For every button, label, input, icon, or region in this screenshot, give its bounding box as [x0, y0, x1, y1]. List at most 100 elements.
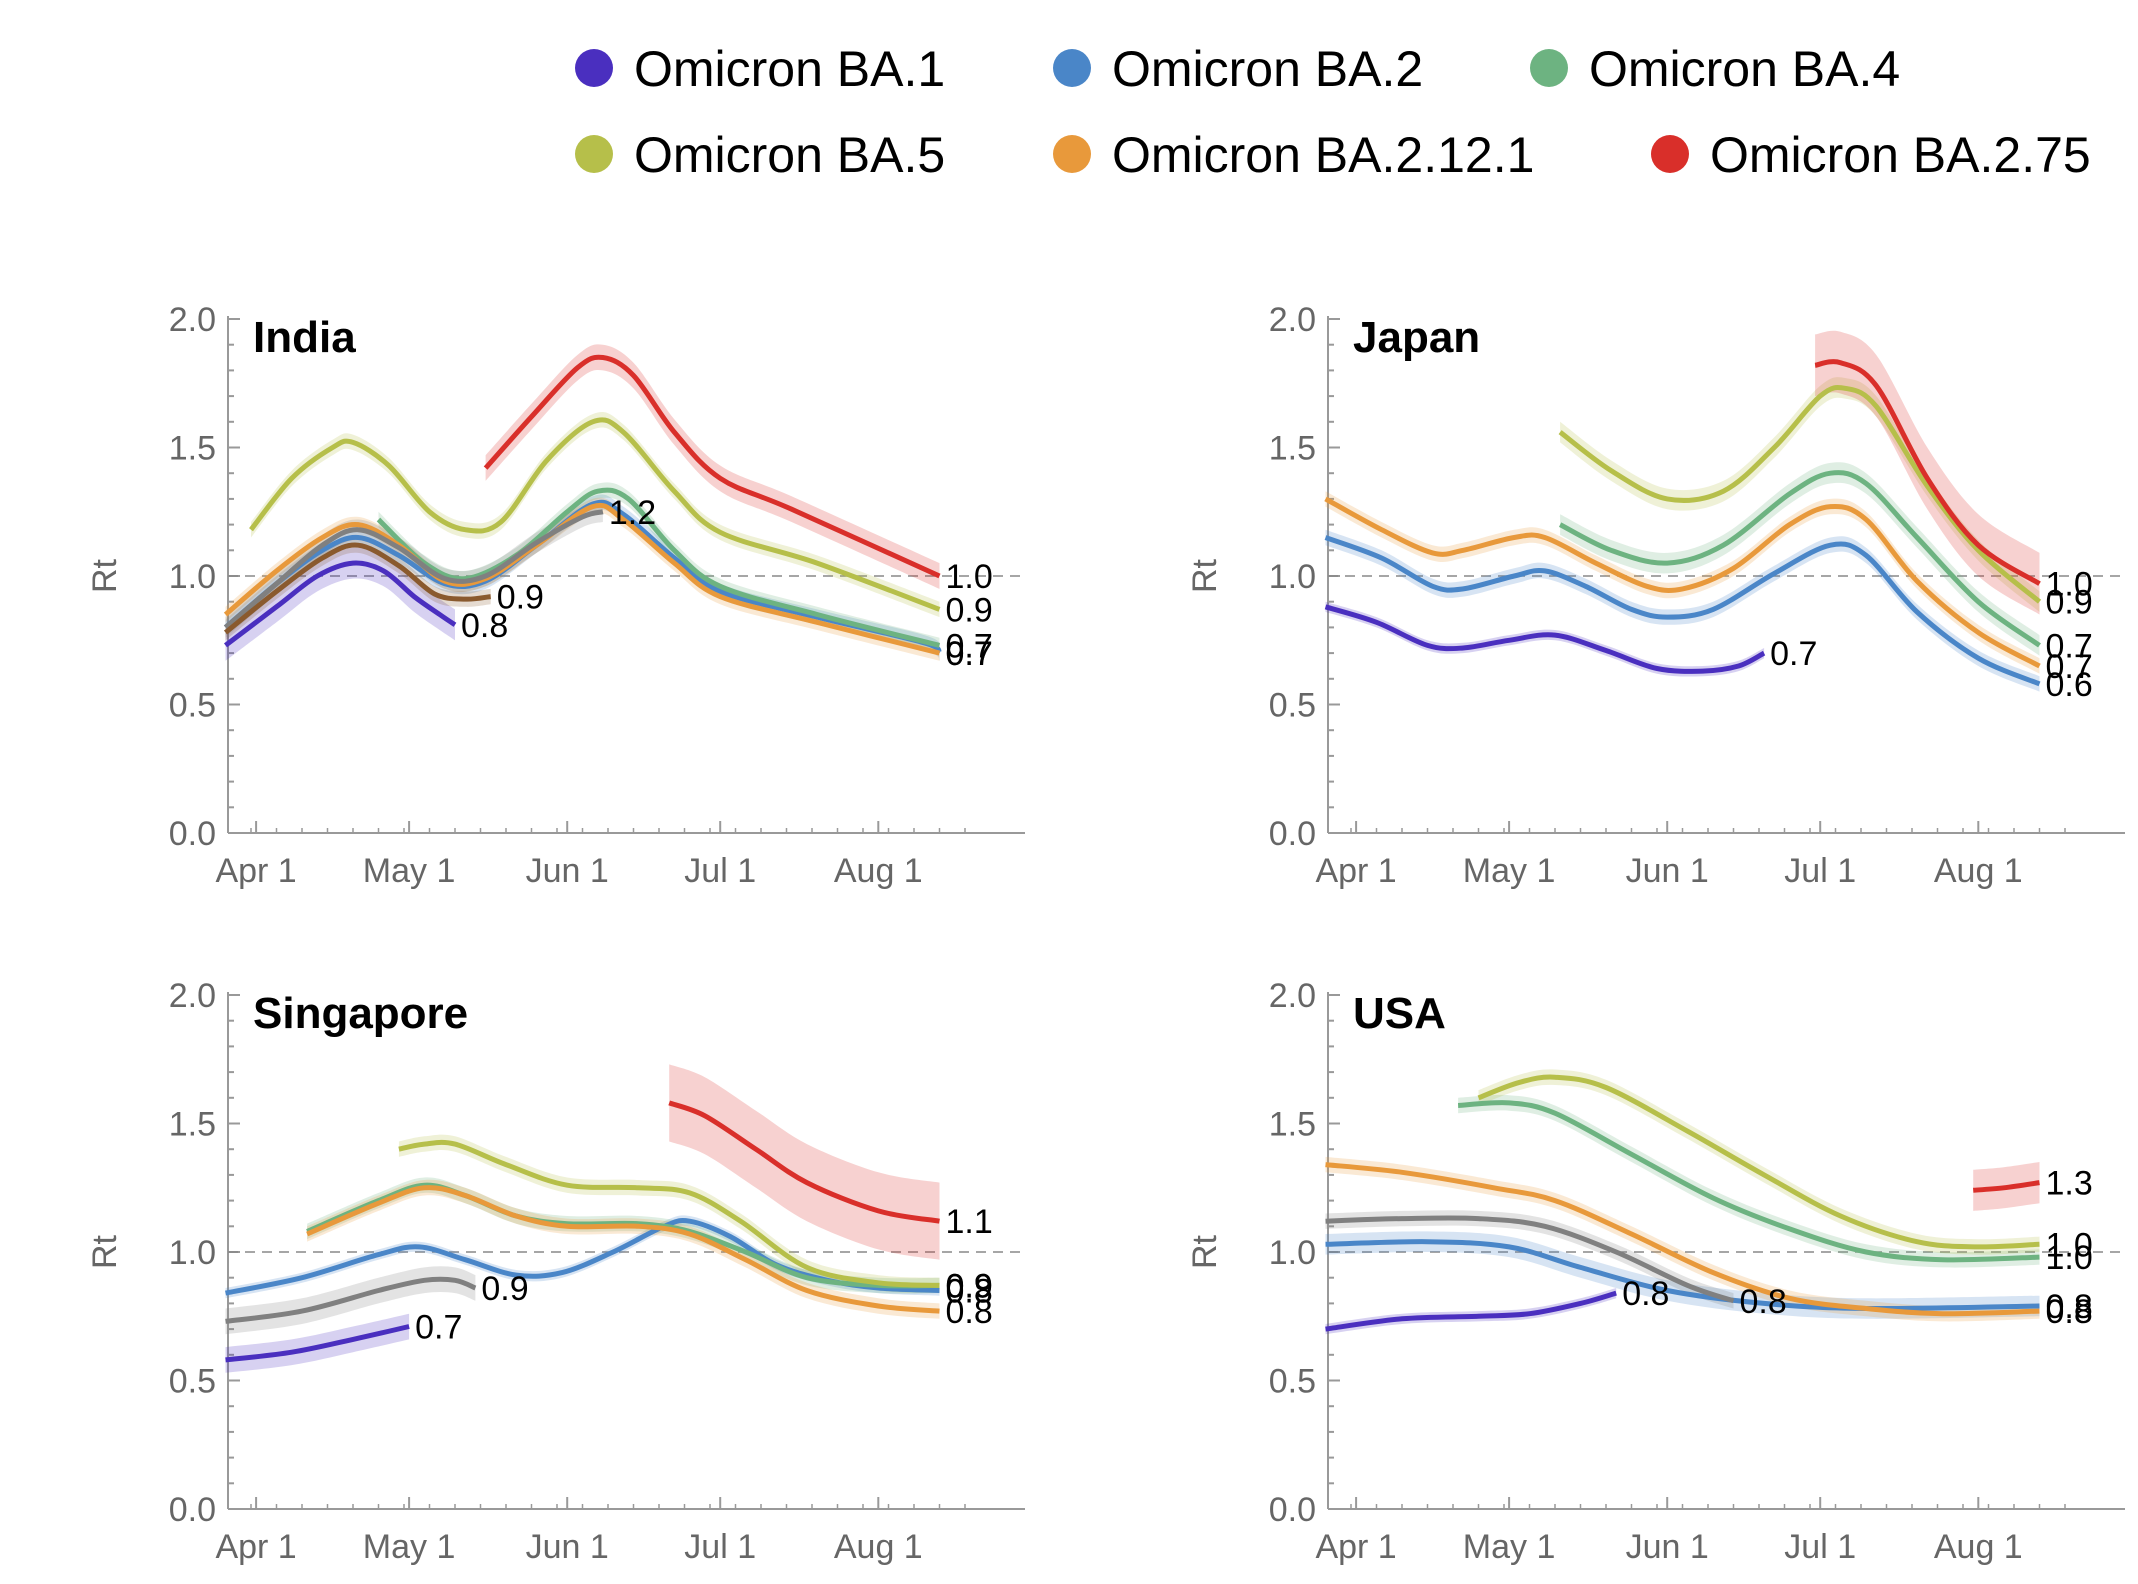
- confidence-band: [1325, 529, 2040, 692]
- confidence-band: [307, 1179, 940, 1319]
- x-tick-label: Jun 1: [526, 852, 609, 890]
- y-axis-title: Rt: [1186, 1234, 1224, 1269]
- end-value-label: 0.8: [2046, 1288, 2093, 1326]
- end-value-label: 0.6: [2046, 666, 2093, 704]
- x-tick-label: Aug 1: [834, 1528, 923, 1566]
- end-value-label: 0.8: [461, 607, 508, 645]
- series-line: [249, 417, 941, 612]
- y-tick-label: 1.5: [169, 1106, 216, 1144]
- y-tick-label: 0.5: [1269, 1363, 1316, 1401]
- series-line: [1324, 535, 2041, 687]
- series-line: [223, 542, 491, 635]
- y-tick-label: 1.0: [1269, 558, 1316, 596]
- series-line: [668, 1100, 940, 1224]
- y-tick-label: 0.0: [169, 815, 216, 853]
- series-line: [1558, 384, 2042, 604]
- end-value-label: 1.1: [946, 1203, 993, 1241]
- legend-item: Omicron BA.5: [575, 127, 945, 183]
- panel-japan: 0.0 0.5 1.0 1.5 2.0 Apr 1 May 1 Jun 1 Jul 1 Aug 1…: [1186, 301, 2125, 890]
- legend-item: Omicron BA.4: [1530, 41, 1900, 97]
- x-tick-label: Jul 1: [1784, 852, 1856, 890]
- legend-label: Omicron BA.2.75: [1710, 127, 2091, 183]
- y-tick-label: 1.5: [1269, 430, 1316, 468]
- x-tick-label: Apr 1: [1315, 1528, 1396, 1566]
- end-value-label: 0.8: [946, 1293, 993, 1331]
- end-value-label: 0.9: [946, 1267, 993, 1305]
- series-line: [376, 487, 941, 648]
- panel-title: Singapore: [253, 989, 468, 1038]
- x-tick-label: Jul 1: [684, 852, 756, 890]
- end-value-label: 0.7: [946, 635, 993, 673]
- end-value-label: 0.9: [2046, 584, 2093, 622]
- panel-singapore: 0.0 0.5 1.0 1.5 2.0 Apr 1 May 1 Jun 1 Jul 1 Aug 1…: [86, 977, 1025, 1566]
- x-tick-label: May 1: [1463, 1528, 1556, 1566]
- y-tick-label: 0.5: [169, 687, 216, 725]
- legend-item: Omicron BA.2.12.1: [1053, 127, 1534, 183]
- legend-item: Omicron BA.1: [575, 41, 945, 97]
- y-axis-title: Rt: [86, 1234, 124, 1269]
- legend-label: Omicron BA.2: [1112, 41, 1423, 97]
- y-tick-label: 2.0: [1269, 977, 1316, 1015]
- confidence-band: [1325, 1288, 1617, 1335]
- x-tick-label: May 1: [363, 852, 456, 890]
- confidence-band: [485, 344, 940, 589]
- series-line: [225, 1276, 477, 1324]
- legend-label: Omicron BA.1: [634, 41, 945, 97]
- end-value-label: 0.7: [946, 627, 993, 665]
- end-value-label: 1.0: [2046, 566, 2093, 604]
- y-tick-label: 2.0: [169, 301, 216, 339]
- x-tick-label: May 1: [1463, 852, 1556, 890]
- confidence-band: [1325, 1231, 2040, 1319]
- end-value-label: 1.0: [946, 558, 993, 596]
- end-value-label: 0.9: [497, 579, 544, 617]
- x-tick-label: Aug 1: [1934, 1528, 2023, 1566]
- legend-swatch: [1053, 49, 1091, 87]
- legend-swatch: [1053, 135, 1091, 173]
- x-tick-label: Jun 1: [1626, 852, 1709, 890]
- legend-label: Omicron BA.4: [1589, 41, 1900, 97]
- series-line: [1325, 1290, 1617, 1332]
- end-value-label: 0.7: [1770, 635, 1817, 673]
- y-tick-label: 0.0: [1269, 815, 1316, 853]
- legend-swatch: [575, 135, 613, 173]
- series-line: [398, 1139, 940, 1288]
- confidence-band: [1325, 491, 2040, 674]
- end-value-label: 0.8: [946, 1273, 993, 1311]
- end-value-label: 0.7: [946, 635, 993, 673]
- series-line: [1973, 1180, 2040, 1193]
- end-value-label: 0.9: [946, 591, 993, 629]
- panel-usa: 0.0 0.5 1.0 1.5 2.0 Apr 1 May 1 Jun 1 Jul 1 Aug 1…: [1186, 977, 2125, 1566]
- series-line: [223, 509, 604, 630]
- x-tick-label: Aug 1: [834, 852, 923, 890]
- legend-item: Omicron BA.2: [1053, 41, 1423, 97]
- y-tick-label: 2.0: [169, 977, 216, 1015]
- end-value-label: 0.7: [2046, 627, 2093, 665]
- panel-title: USA: [1353, 989, 1446, 1038]
- panel-india: 0.0 0.5 1.0 1.5 2.0 Apr 1 May 1 Jun 1 Jul 1 Aug 1…: [86, 301, 1025, 890]
- confidence-band: [225, 547, 455, 661]
- x-tick-label: Jul 1: [1784, 1528, 1856, 1566]
- confidence-band: [1325, 601, 1765, 677]
- legend-swatch: [1651, 135, 1689, 173]
- x-tick-label: Jun 1: [526, 1528, 609, 1566]
- legend-item: Omicron BA.2.75: [1651, 127, 2091, 183]
- legend-swatch: [575, 49, 613, 87]
- end-value-label: 1.2: [609, 494, 656, 532]
- x-tick-label: Apr 1: [1315, 852, 1396, 890]
- legend-label: Omicron BA.2.12.1: [1112, 127, 1534, 183]
- end-value-label: 1.0: [2046, 1239, 2093, 1277]
- series-line: [306, 1182, 940, 1289]
- end-value-label: 0.7: [2046, 648, 2093, 686]
- panel-title: India: [253, 313, 356, 362]
- series-line: [1324, 496, 2041, 669]
- y-tick-label: 0.0: [169, 1491, 216, 1529]
- y-tick-label: 1.0: [169, 558, 216, 596]
- y-tick-label: 1.5: [169, 430, 216, 468]
- x-tick-label: Jun 1: [1626, 1528, 1709, 1566]
- legend-label: Omicron BA.5: [634, 127, 945, 183]
- y-tick-label: 0.5: [1269, 687, 1316, 725]
- series-line: [225, 1324, 410, 1363]
- end-value-label: 0.9: [946, 1267, 993, 1305]
